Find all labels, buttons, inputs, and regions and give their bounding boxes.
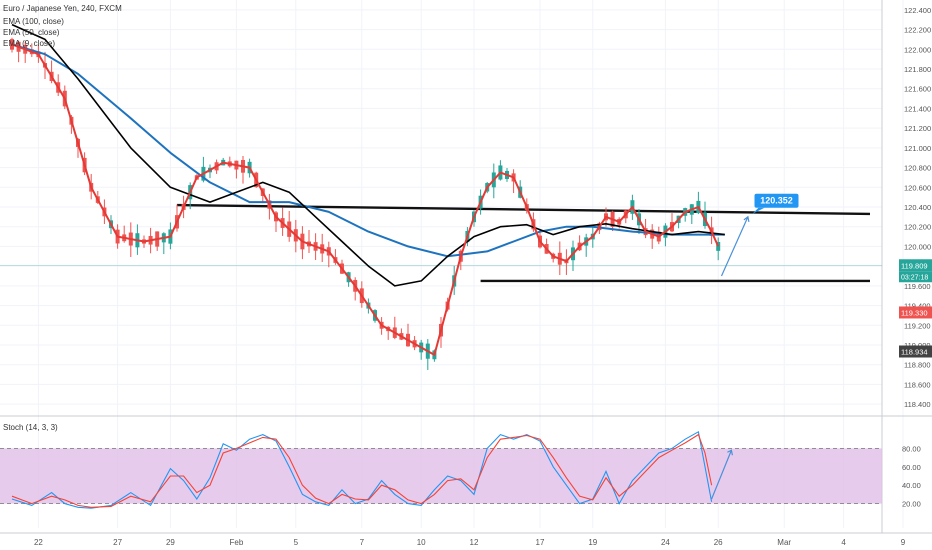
red-level-badge: 119.330	[901, 308, 928, 317]
price-tick-label: 119.200	[904, 321, 931, 330]
dark-level-badge-bg	[899, 345, 932, 358]
time-tick-label: 7	[360, 538, 365, 547]
price-tick-label: 118.800	[904, 361, 931, 370]
ema-fast-legend[interactable]: EMA (9, close)	[3, 39, 56, 48]
price-tick-label: 121.600	[904, 85, 931, 94]
price-tick-label: 119.400	[904, 302, 931, 311]
target-callout-tail	[752, 207, 765, 214]
time-tick-label: 12	[470, 538, 479, 547]
time-tick-label: 4	[841, 538, 846, 547]
stoch-band	[0, 448, 882, 504]
current-price-badge-timer-bg	[899, 271, 932, 283]
price-tick-label: 120.600	[904, 183, 931, 192]
price-tick-label: 118.400	[904, 400, 931, 409]
stoch-d-line	[11, 433, 713, 508]
candle-body	[716, 242, 721, 251]
time-tick-label: 19	[588, 538, 597, 547]
price-tick-label: 121.400	[904, 104, 931, 113]
time-tick-label: 22	[34, 538, 43, 547]
time-tick-label: 5	[294, 538, 299, 547]
projection-arrowhead	[743, 215, 750, 222]
price-tick-label: 119.000	[904, 341, 931, 350]
price-tick-label: 122.200	[904, 26, 931, 35]
dark-level-badge: 118.934	[901, 348, 928, 357]
stoch-tick-label: 80.00	[902, 444, 921, 453]
time-tick-label: Feb	[230, 538, 244, 547]
time-tick-label: 10	[417, 538, 426, 547]
target-callout-label: 120.352	[760, 196, 793, 206]
candle-body	[10, 39, 14, 50]
target-callout-bg	[754, 193, 799, 208]
time-axis[interactable]: 22 27 29 Feb 5 7 10 12 17 19 24 26 Mar 4 9	[34, 538, 906, 547]
price-tick-label: 122.400	[904, 6, 931, 15]
ema50-legend[interactable]: EMA (50, close)	[3, 28, 60, 37]
current-price-badge-timer: 03:27:18	[901, 274, 928, 281]
price-tick-label: 121.000	[904, 144, 931, 153]
price-tick-label: 120.000	[904, 242, 931, 251]
current-price-badge-bg	[899, 259, 932, 272]
stoch-projection-arrow	[711, 450, 732, 500]
price-tick-label: 120.200	[904, 223, 931, 232]
time-tick-label: 24	[661, 538, 670, 547]
stoch-tick-label: 60.00	[902, 463, 921, 472]
price-tick-label: 121.200	[904, 124, 931, 133]
time-tick-label: 29	[166, 538, 175, 547]
stoch-tick-label: 20.00	[902, 500, 921, 509]
time-tick-label: 26	[714, 538, 723, 547]
time-tick-label: Mar	[777, 538, 791, 547]
ema100-legend[interactable]: EMA (100, close)	[3, 17, 64, 26]
projection-arrow	[720, 216, 749, 277]
ema-lines	[11, 23, 725, 356]
price-tick-label: 121.800	[904, 65, 931, 74]
time-tick-label: 27	[113, 538, 122, 547]
price-badges: 119.809 03:27:18 119.330 118.934 120.352	[752, 193, 932, 358]
price-tick-label: 118.600	[904, 380, 931, 389]
ema-fast-line	[11, 43, 720, 356]
time-tick-label: 9	[901, 538, 906, 547]
price-tick-label: 122.000	[904, 45, 931, 54]
current-price-badge: 119.809	[901, 261, 928, 270]
stoch-tick-label: 40.00	[902, 481, 921, 490]
price-tick-label: 119.600	[904, 282, 931, 291]
stoch-projection-arrowhead	[727, 449, 733, 456]
grid-lines	[0, 0, 932, 534]
stochastic-pane	[0, 430, 882, 509]
ema100-line	[11, 43, 725, 258]
symbol-title: Euro / Japanese Yen, 240, FXCM	[3, 4, 122, 13]
red-level-badge-bg	[899, 306, 932, 319]
time-tick-label: 17	[536, 538, 545, 547]
ema50-line	[11, 23, 725, 287]
price-tick-label: 120.400	[904, 203, 931, 212]
price-tick-label: 120.800	[904, 164, 931, 173]
stoch-legend[interactable]: Stoch (14, 3, 3)	[3, 423, 58, 432]
